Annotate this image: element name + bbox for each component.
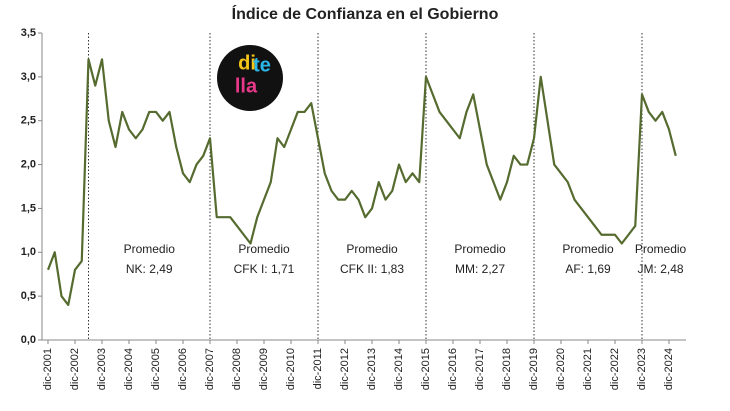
- x-tick-label: dic-2007: [204, 348, 216, 390]
- y-tick-label: 2,0: [21, 158, 36, 170]
- y-tick-label: 3,0: [21, 71, 36, 83]
- y-tick-label: 0,5: [21, 290, 36, 302]
- annotation: Promedio: [238, 242, 290, 256]
- data-line: [46, 58, 677, 307]
- logo-text: te: [253, 54, 271, 76]
- logo-text: lla: [235, 75, 258, 97]
- annotation: Promedio: [124, 242, 176, 256]
- annotation: AF: 1,69: [565, 262, 611, 276]
- x-tick-label: dic-2019: [528, 348, 540, 390]
- x-tick-label: dic-2018: [501, 348, 513, 390]
- x-tick-label: dic-2020: [555, 348, 567, 390]
- x-tick-label: dic-2022: [609, 348, 621, 390]
- x-tick-label: dic-2016: [447, 348, 459, 390]
- y-tick-label: 1,0: [21, 246, 36, 258]
- logo-text: di: [238, 52, 256, 74]
- x-tick-label: dic-2005: [150, 348, 162, 390]
- logo-circle: [217, 45, 283, 111]
- x-tick-label: dic-2024: [663, 348, 675, 390]
- x-tick-label: dic-2015: [420, 348, 432, 390]
- x-tick-label: dic-2012: [339, 348, 351, 390]
- x-tick-label: dic-2009: [258, 348, 270, 390]
- annotation: MM: 2,27: [455, 262, 505, 276]
- x-tick-label: dic-2001: [42, 348, 54, 390]
- annotation: Promedio: [562, 242, 614, 256]
- x-tick-label: dic-2021: [582, 348, 594, 390]
- x-tick-label: dic-2004: [123, 348, 135, 390]
- y-tick-label: 1,5: [21, 202, 36, 214]
- x-tick-label: dic-2017: [474, 348, 486, 390]
- x-tick-label: dic-2011: [312, 348, 324, 389]
- logo: di te lla: [217, 45, 283, 111]
- x-tick-label: dic-2010: [285, 348, 297, 390]
- annotation: Promedio: [635, 242, 687, 256]
- annotation: CFK I: 1,71: [234, 262, 295, 276]
- annotation: Promedio: [454, 242, 506, 256]
- x-tick-label: dic-2008: [231, 348, 243, 390]
- x-tick-label: dic-2002: [69, 348, 81, 390]
- x-tick-label: dic-2003: [96, 348, 108, 390]
- x-tick-label: dic-2013: [366, 348, 378, 390]
- annotation: CFK II: 1,83: [340, 262, 404, 276]
- annotation: JM: 2,48: [638, 262, 684, 276]
- x-tick-label: dic-2006: [177, 348, 189, 390]
- y-tick-label: 2,5: [21, 115, 36, 127]
- x-tick-label: dic-2023: [636, 348, 648, 390]
- x-tick-label: dic-2014: [393, 348, 405, 390]
- annotation: Promedio: [346, 242, 398, 256]
- chart-title: Índice de Confianza en el Gobierno: [232, 4, 499, 23]
- annotation: NK: 2,49: [126, 262, 173, 276]
- y-tick-label: 0,0: [21, 334, 36, 346]
- y-tick-label: 3,5: [21, 27, 36, 39]
